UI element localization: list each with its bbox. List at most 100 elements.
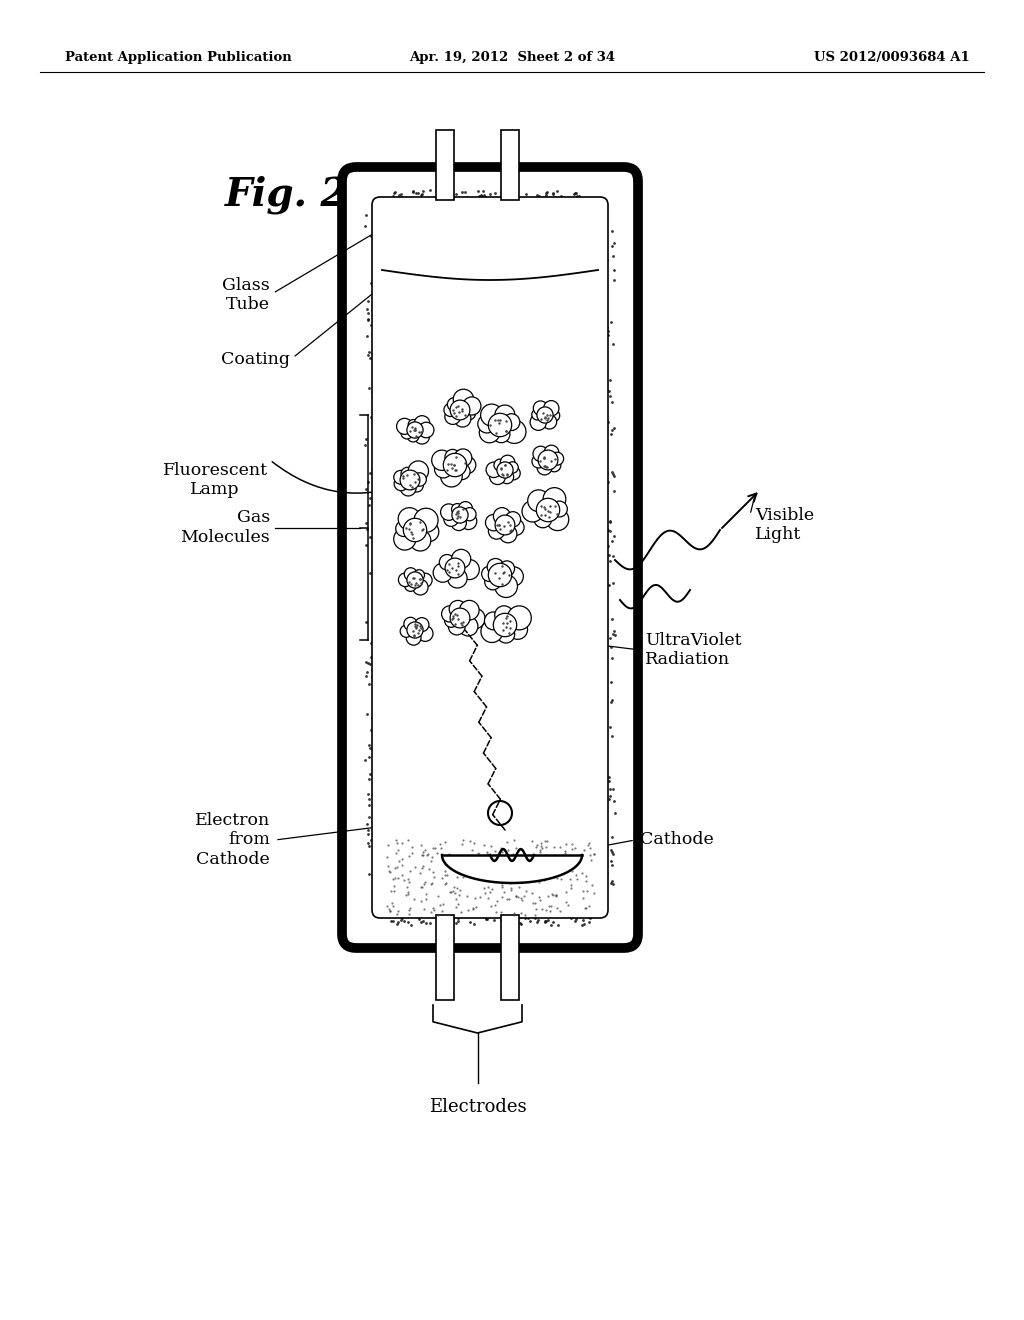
- Point: [469, 902, 485, 923]
- Point: [401, 421, 418, 442]
- Point: [534, 854, 550, 875]
- Point: [554, 197, 570, 218]
- Point: [594, 469, 610, 490]
- Point: [459, 886, 475, 907]
- Point: [540, 895, 556, 916]
- Circle shape: [439, 554, 455, 570]
- Point: [464, 895, 480, 916]
- Point: [360, 746, 377, 767]
- Point: [500, 463, 516, 484]
- Point: [598, 741, 614, 762]
- Point: [367, 557, 383, 578]
- Point: [596, 223, 612, 244]
- Point: [512, 898, 528, 919]
- Point: [443, 904, 460, 925]
- Point: [382, 892, 398, 913]
- Circle shape: [534, 446, 549, 462]
- Point: [513, 891, 529, 912]
- Point: [575, 880, 592, 902]
- Point: [531, 450, 548, 471]
- Point: [530, 871, 547, 892]
- Point: [538, 899, 554, 920]
- Point: [358, 512, 375, 533]
- Point: [438, 911, 455, 932]
- Point: [544, 883, 560, 904]
- Point: [367, 294, 383, 315]
- Circle shape: [400, 480, 416, 496]
- Point: [450, 396, 466, 417]
- Point: [380, 834, 396, 855]
- Point: [604, 826, 621, 847]
- Point: [371, 486, 387, 507]
- Point: [494, 876, 510, 898]
- Point: [368, 846, 384, 867]
- Point: [399, 869, 416, 890]
- Point: [537, 190, 553, 211]
- Point: [482, 870, 499, 891]
- Point: [367, 558, 383, 579]
- Point: [381, 569, 397, 590]
- Point: [486, 847, 503, 869]
- Point: [566, 183, 583, 205]
- Point: [564, 904, 581, 925]
- Point: [590, 458, 606, 479]
- Point: [398, 190, 415, 211]
- Point: [475, 198, 492, 219]
- Circle shape: [433, 564, 453, 582]
- Point: [361, 341, 378, 362]
- Point: [579, 880, 595, 902]
- Point: [450, 500, 466, 521]
- Point: [583, 743, 599, 764]
- Point: [407, 420, 423, 441]
- Point: [364, 810, 380, 832]
- Point: [595, 553, 611, 574]
- Point: [593, 638, 609, 659]
- Point: [359, 471, 376, 492]
- Circle shape: [398, 508, 421, 531]
- Point: [594, 473, 610, 494]
- Point: [586, 859, 602, 880]
- Point: [386, 875, 402, 896]
- Point: [472, 186, 488, 207]
- Point: [444, 609, 461, 630]
- Point: [358, 611, 375, 632]
- Point: [411, 909, 427, 931]
- Circle shape: [414, 416, 430, 432]
- Point: [547, 843, 563, 865]
- Point: [499, 606, 515, 627]
- Point: [375, 220, 391, 242]
- Point: [586, 425, 602, 446]
- Point: [367, 425, 383, 446]
- Point: [466, 833, 482, 854]
- Point: [417, 871, 433, 892]
- Point: [460, 186, 476, 207]
- Point: [370, 251, 386, 272]
- Point: [606, 803, 623, 824]
- Circle shape: [449, 618, 465, 635]
- Point: [538, 902, 554, 923]
- Point: [375, 705, 391, 726]
- Point: [371, 697, 387, 718]
- Point: [489, 191, 506, 213]
- Circle shape: [440, 504, 457, 520]
- Circle shape: [452, 503, 463, 515]
- Point: [546, 847, 562, 869]
- Point: [465, 861, 481, 882]
- Point: [379, 424, 395, 445]
- Point: [601, 771, 617, 792]
- Point: [414, 876, 430, 898]
- Point: [440, 843, 457, 865]
- Point: [552, 899, 568, 920]
- Point: [605, 463, 622, 484]
- Point: [517, 904, 534, 925]
- Point: [486, 894, 503, 915]
- Point: [582, 907, 598, 928]
- Point: [495, 846, 511, 867]
- Point: [535, 899, 551, 920]
- Point: [467, 896, 483, 917]
- Circle shape: [451, 609, 470, 628]
- Point: [384, 190, 400, 211]
- Point: [378, 319, 394, 341]
- Point: [395, 194, 412, 215]
- Point: [418, 912, 434, 933]
